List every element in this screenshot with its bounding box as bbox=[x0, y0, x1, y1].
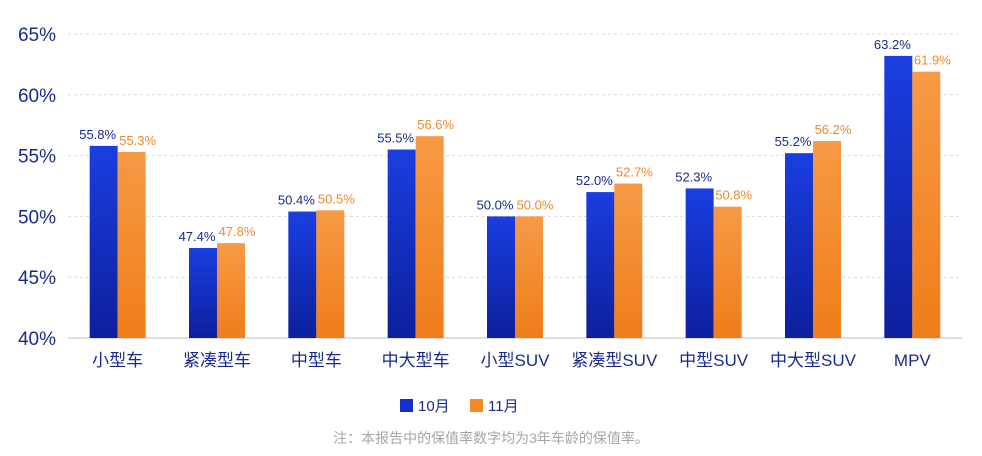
x-tick-label: 小型车 bbox=[92, 351, 143, 370]
bar-nov bbox=[217, 243, 245, 338]
bar-oct bbox=[685, 188, 714, 338]
bar-oct bbox=[288, 211, 317, 338]
y-tick-label: 50% bbox=[18, 207, 56, 228]
y-tick-label: 65% bbox=[18, 25, 56, 46]
x-tick-label: 中型车 bbox=[291, 351, 342, 370]
y-tick-label: 45% bbox=[18, 268, 56, 289]
bar-oct bbox=[785, 153, 813, 338]
bar-nov bbox=[713, 206, 742, 338]
y-tick-label: 55% bbox=[18, 147, 56, 168]
bar-oct bbox=[387, 149, 416, 338]
bar-nov bbox=[912, 71, 941, 339]
data-label: 63.2% bbox=[874, 37, 911, 52]
x-tick-label: 中大型车 bbox=[382, 351, 450, 370]
x-tick-label: 紧凑型SUV bbox=[571, 351, 658, 370]
x-tick-label: MPV bbox=[894, 351, 932, 370]
data-label: 56.2% bbox=[815, 122, 852, 137]
data-label: 61.9% bbox=[914, 53, 951, 68]
bar-nov bbox=[515, 216, 543, 338]
data-label: 55.5% bbox=[377, 131, 414, 146]
data-label: 50.5% bbox=[318, 191, 355, 206]
data-label: 52.7% bbox=[616, 165, 653, 180]
data-label: 52.0% bbox=[576, 173, 613, 188]
data-label: 52.3% bbox=[675, 169, 712, 184]
bar-nov bbox=[415, 136, 444, 338]
data-label: 55.2% bbox=[775, 134, 812, 149]
x-tick-label: 小型SUV bbox=[481, 351, 551, 370]
legend-swatch bbox=[470, 399, 483, 412]
x-tick-label: 中型SUV bbox=[679, 351, 749, 370]
bar-nov bbox=[316, 210, 345, 338]
data-label: 55.8% bbox=[79, 127, 116, 142]
x-axis: 小型车 紧凑型车 中型车 中大型车 小型SUV 紧凑型SUV 中型SUV 中大型SUV MPV bbox=[92, 351, 931, 370]
y-tick-label: 60% bbox=[18, 86, 56, 107]
data-label: 50.8% bbox=[715, 188, 752, 203]
data-label: 47.4% bbox=[179, 229, 216, 244]
bar-oct bbox=[189, 248, 217, 338]
data-label: 56.6% bbox=[417, 117, 454, 132]
x-tick-label: 紧凑型车 bbox=[183, 351, 251, 370]
legend-swatch bbox=[400, 399, 413, 412]
bar-nov bbox=[813, 141, 841, 338]
bar-oct bbox=[487, 216, 515, 338]
bar-oct bbox=[884, 55, 913, 338]
bar-oct bbox=[89, 145, 118, 338]
y-axis: 40% 45% 50% 55% 60% 65% bbox=[18, 25, 56, 350]
legend: 10月 11月 bbox=[400, 398, 519, 415]
data-label: 50.4% bbox=[278, 193, 315, 208]
bar-oct bbox=[586, 192, 615, 338]
bars bbox=[89, 55, 941, 339]
bar-nov bbox=[117, 151, 146, 338]
data-label: 50.0% bbox=[477, 197, 514, 212]
x-tick-label: 中大型SUV bbox=[770, 351, 857, 370]
data-label: 47.8% bbox=[219, 224, 256, 239]
footnote: 注：本报告中的保值率数字均为3年车龄的保值率。 bbox=[333, 430, 649, 446]
legend-label: 10月 bbox=[418, 398, 450, 415]
legend-label: 11月 bbox=[488, 398, 519, 415]
data-label: 50.0% bbox=[517, 197, 554, 212]
data-label: 55.3% bbox=[119, 133, 156, 148]
data-labels: 55.8% 55.3% 47.4% 47.8% 50.4% 50.5% 55.5%56.6%… bbox=[79, 37, 951, 244]
y-tick-label: 40% bbox=[18, 329, 56, 350]
bar-nov bbox=[614, 183, 643, 338]
